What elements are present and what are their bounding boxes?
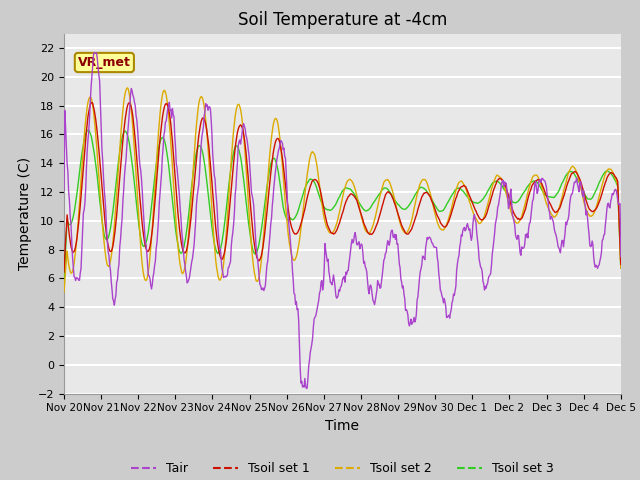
Text: VR_met: VR_met — [78, 56, 131, 69]
Legend: Tair, Tsoil set 1, Tsoil set 2, Tsoil set 3: Tair, Tsoil set 1, Tsoil set 2, Tsoil se… — [126, 457, 559, 480]
Y-axis label: Temperature (C): Temperature (C) — [18, 157, 32, 270]
Title: Soil Temperature at -4cm: Soil Temperature at -4cm — [237, 11, 447, 29]
X-axis label: Time: Time — [325, 419, 360, 433]
